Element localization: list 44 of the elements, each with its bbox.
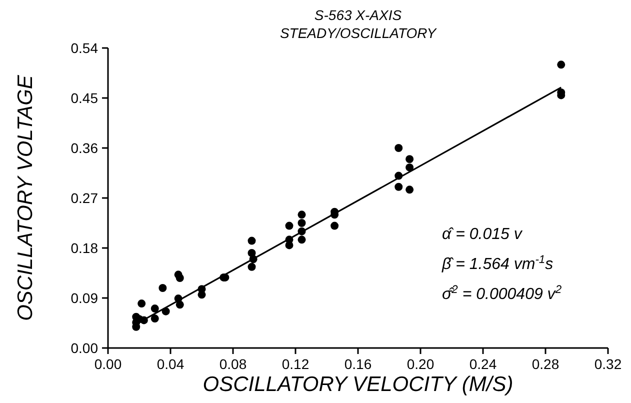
- point: [330, 222, 339, 230]
- point: [248, 236, 256, 245]
- annotation: α̂ = 0.015 v: [442, 226, 523, 243]
- y-tick-label: 0.36: [70, 140, 98, 156]
- point: [406, 163, 414, 172]
- point: [557, 60, 566, 69]
- x-tick-label: 0.32: [594, 356, 622, 372]
- point: [285, 241, 294, 250]
- point: [158, 284, 167, 292]
- point: [176, 274, 184, 282]
- x-axis-title: OSCILLATORY VELOCITY (M/S): [202, 373, 514, 396]
- point: [394, 182, 403, 191]
- chart-title: S-563 X-AXIS: [314, 7, 402, 23]
- x-tick-label: 0.08: [219, 356, 247, 372]
- x-tick-label: 0.04: [156, 356, 184, 372]
- x-tick-label: 0.00: [94, 356, 122, 372]
- point: [176, 300, 184, 309]
- y-tick-label: 0.09: [70, 290, 98, 306]
- point: [198, 290, 206, 299]
- point: [138, 300, 146, 308]
- annotation: β̂ = 1.564 vm$^{-1}$s: [441, 254, 554, 273]
- y-tick-label: 0.00: [70, 340, 98, 356]
- point: [248, 262, 256, 271]
- x-tick-label: 0.24: [469, 356, 497, 372]
- point: [298, 210, 306, 219]
- point: [298, 236, 306, 244]
- y-tick-label: 0.45: [70, 90, 98, 106]
- y-tick-label: 0.54: [70, 40, 98, 56]
- x-tick-label: 0.16: [344, 356, 372, 372]
- point: [298, 219, 306, 227]
- y-axis-title: OSCILLATORY VOLTAGE: [14, 74, 37, 321]
- point: [394, 144, 403, 152]
- x-tick-label: 0.12: [282, 356, 310, 372]
- y-tick-label: 0.18: [70, 240, 98, 256]
- point: [406, 155, 414, 164]
- chart-subtitle: STEADY/OSCILLATORY: [280, 25, 438, 41]
- point: [150, 304, 159, 313]
- point: [406, 186, 414, 194]
- x-tick-label: 0.28: [532, 356, 560, 372]
- annotation: σ̂$^{2}$ = 0.000409 v$^{2}$: [442, 284, 562, 303]
- x-tick-label: 0.20: [406, 356, 434, 372]
- point: [285, 222, 294, 230]
- y-tick-label: 0.27: [70, 190, 98, 206]
- point: [150, 314, 159, 323]
